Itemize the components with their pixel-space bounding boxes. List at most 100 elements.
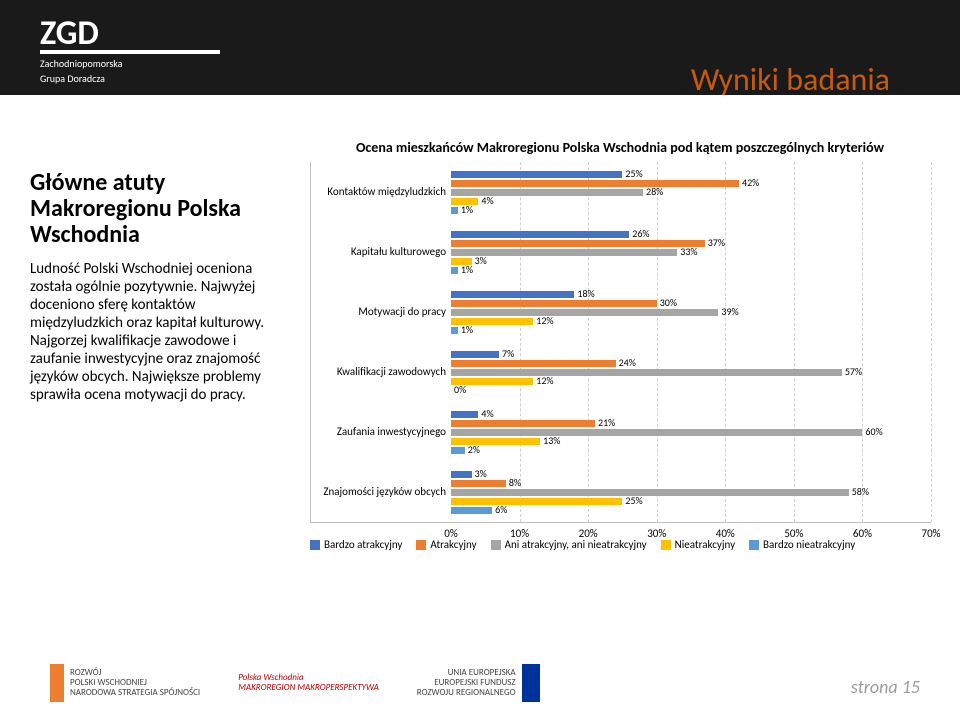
bar [451, 498, 622, 505]
bar-label: 2% [468, 446, 480, 454]
bar [451, 471, 472, 478]
bar-label: 58% [852, 488, 869, 496]
y-axis-label: Kontaktów międzyludzkich [311, 186, 446, 198]
bar [451, 267, 458, 274]
gridline [862, 162, 863, 522]
bar [451, 411, 478, 418]
bar-label: 37% [708, 239, 725, 247]
bar [451, 207, 458, 214]
y-axis-label: Zaufania inwestycyjnego [311, 426, 446, 438]
y-axis-label: Kwalifikacji zawodowych [311, 366, 446, 378]
bar-label: 60% [865, 428, 882, 436]
chart-plot-area: 25%42%28%4%1%26%37%33%3%1%18%30%39%12%1%… [451, 162, 931, 522]
bar [451, 351, 499, 358]
y-axis-label: Znajomości języków obcych [311, 486, 446, 498]
legend-label: Atrakcyjny [430, 538, 476, 551]
bar [451, 369, 842, 376]
legend-label: Bardzo atrakcyjny [324, 538, 402, 551]
footer-logo-3: UNIA EUROPEJSKA EUROPEJSKI FUNDUSZ ROZWO… [411, 664, 540, 702]
left-body: Ludność Polski Wschodniej oceniona zosta… [30, 260, 280, 404]
legend-item: Nieatrakcyjny [661, 538, 735, 551]
left-title: Główne atuty Makroregionu Polska Wschodn… [30, 170, 280, 248]
bar-label: 3% [475, 470, 487, 478]
legend-swatch [491, 540, 501, 550]
y-axis-label: Motywacji do pracy [311, 306, 446, 318]
bar [451, 231, 629, 238]
bar-label: 13% [543, 437, 560, 445]
footer-logo-1: ROZWÓJ POLSKI WSCHODNIEJ NARODOWA STRATE… [50, 664, 206, 702]
logo: ZGD Zachodniopomorska Grupa Doradcza [40, 20, 220, 84]
bar-label: 25% [625, 497, 642, 505]
chart-plot: 25%42%28%4%1%26%37%33%3%1%18%30%39%12%1%… [310, 162, 931, 523]
legend-label: Ani atrakcyjny, ani nieatrakcyjny [505, 538, 647, 551]
bar [451, 489, 849, 496]
bar [451, 240, 705, 247]
bar-label: 28% [646, 188, 663, 196]
slide-title: Wyniki badania [691, 60, 890, 99]
bar [451, 507, 492, 514]
legend-label: Nieatrakcyjny [675, 538, 735, 551]
bar-label: 25% [625, 170, 642, 178]
chart: Ocena mieszkańców Makroregionu Polska Ws… [300, 140, 940, 523]
bar-label: 1% [461, 206, 473, 214]
bar-label: 4% [481, 410, 493, 418]
bar [451, 171, 622, 178]
gridline [794, 162, 795, 522]
gridline [588, 162, 589, 522]
bar-label: 12% [536, 377, 553, 385]
legend-swatch [310, 540, 320, 550]
bar-label: 6% [495, 506, 507, 514]
bar-label: 21% [598, 419, 615, 427]
page-number: strona 15 [851, 676, 920, 698]
logo-text: ZGD [40, 20, 220, 48]
bar [451, 291, 574, 298]
gridline [657, 162, 658, 522]
bar [451, 189, 643, 196]
chart-legend: Bardzo atrakcyjny Atrakcyjny Ani atrakcyjn… [310, 538, 950, 551]
bar [451, 327, 458, 334]
legend-item: Bardzo nieatrakcyjny [749, 538, 855, 551]
y-axis-label: Kapitału kulturowego [311, 246, 446, 258]
footer-logos: ROZWÓJ POLSKI WSCHODNIEJ NARODOWA STRATE… [50, 664, 540, 702]
left-column: Główne atuty Makroregionu Polska Wschodn… [30, 170, 280, 404]
bar [451, 360, 616, 367]
bar-label: 57% [845, 368, 862, 376]
bar [451, 438, 540, 445]
bar [451, 480, 506, 487]
bar [451, 420, 595, 427]
bar-label: 8% [509, 479, 521, 487]
bar-label: 24% [619, 359, 636, 367]
bar-label: 18% [577, 290, 594, 298]
bar-label: 0% [454, 386, 466, 394]
bar-label: 26% [632, 230, 649, 238]
bar [451, 429, 862, 436]
bar [451, 180, 739, 187]
bar-label: 4% [481, 197, 493, 205]
gridline [520, 162, 521, 522]
bar-label: 1% [461, 266, 473, 274]
chart-title: Ocena mieszkańców Makroregionu Polska Ws… [300, 140, 940, 156]
bar [451, 300, 657, 307]
bar-label: 3% [475, 257, 487, 265]
bar-label: 39% [721, 308, 738, 316]
bar-label: 33% [680, 248, 697, 256]
bar-label: 42% [742, 179, 759, 187]
legend-item: Atrakcyjny [416, 538, 476, 551]
bar-label: 7% [502, 350, 514, 358]
gridline [931, 162, 932, 522]
footer-logo-2: Polska Wschodnia MAKROREGION MAKROPERSPE… [232, 669, 385, 697]
bar-label: 30% [660, 299, 677, 307]
legend-label: Bardzo nieatrakcyjny [763, 538, 855, 551]
bar [451, 447, 465, 454]
bar-label: 1% [461, 326, 473, 334]
bar-label: 12% [536, 317, 553, 325]
legend-item: Ani atrakcyjny, ani nieatrakcyjny [491, 538, 647, 551]
logo-sub2: Grupa Doradcza [40, 73, 220, 84]
logo-sub1: Zachodniopomorska [40, 58, 220, 69]
legend-swatch [416, 540, 426, 550]
legend-swatch [661, 540, 671, 550]
bar [451, 309, 718, 316]
gridline [725, 162, 726, 522]
legend-item: Bardzo atrakcyjny [310, 538, 402, 551]
legend-swatch [749, 540, 759, 550]
